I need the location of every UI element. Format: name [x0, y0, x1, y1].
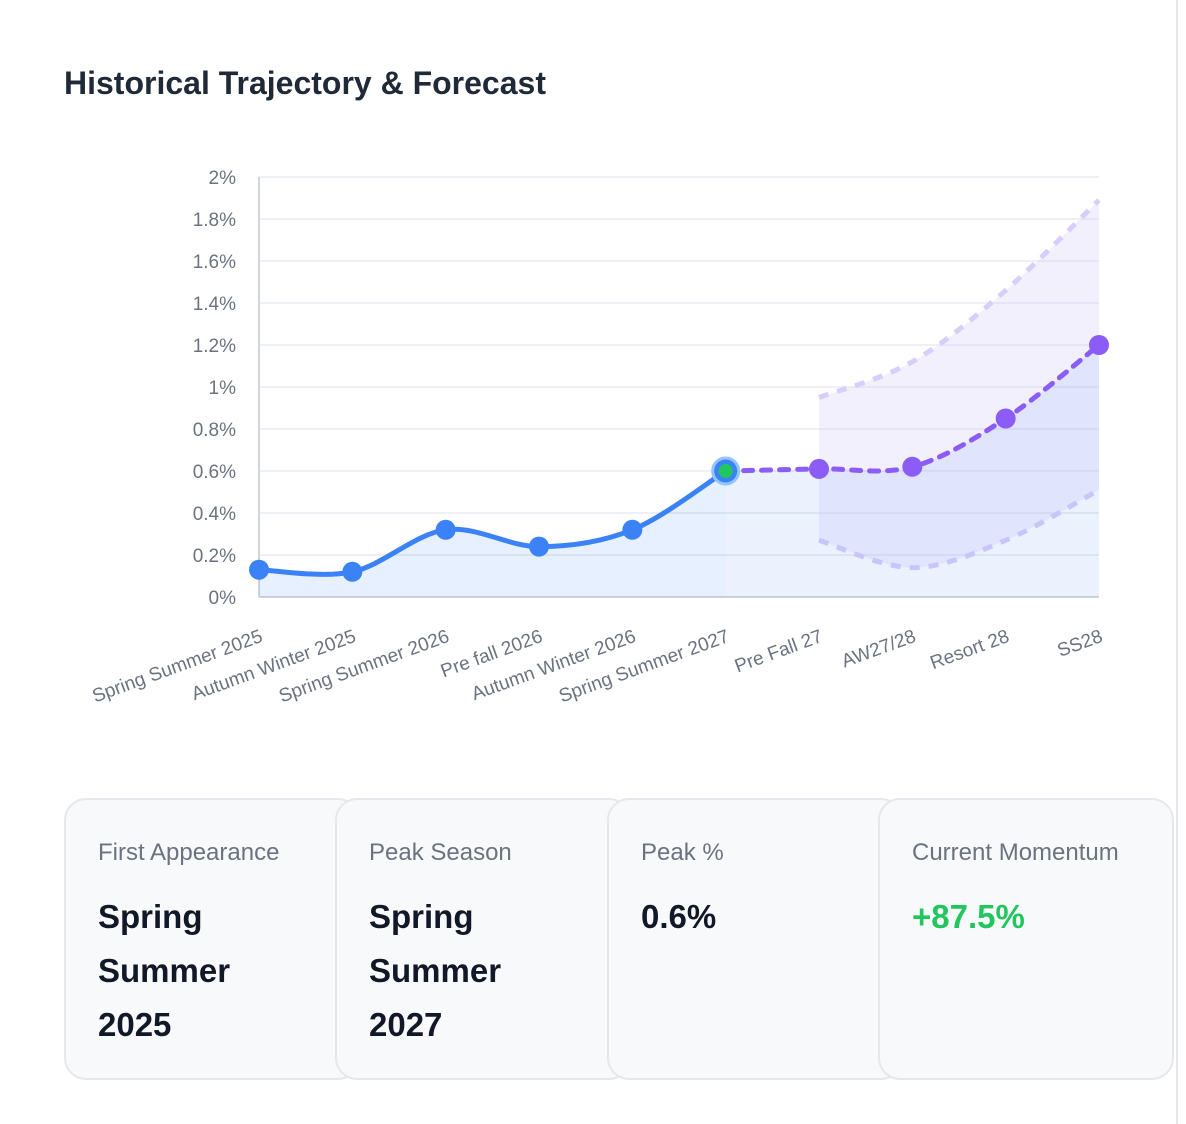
point — [622, 519, 643, 540]
point — [435, 519, 456, 540]
chart-title: Historical Trajectory & Forecast — [64, 65, 546, 101]
y-tick-label: 1% — [209, 378, 237, 399]
card-label: Peak Season — [369, 839, 512, 866]
x-tick-label: AW27/28 — [839, 626, 919, 672]
x-tick-label: Resort 28 — [928, 626, 1013, 674]
area — [259, 471, 726, 597]
card-label: Current Momentum — [912, 839, 1119, 866]
y-tick-label: 1.2% — [193, 336, 236, 357]
point — [249, 559, 269, 580]
card-value: 0.6% — [641, 898, 717, 935]
current-marker — [718, 464, 733, 478]
stat-card: Peak Season Spring Summer 2027 — [335, 798, 631, 1080]
point — [995, 408, 1016, 429]
chart: Historical Trajectory & Forecast 0% 0.2% 0… — [64, 65, 1109, 707]
y-tick-label: 1.4% — [193, 294, 236, 315]
point — [1089, 335, 1109, 355]
y-tick-label: 2% — [209, 168, 237, 189]
y-tick-label: 0.2% — [193, 546, 236, 567]
card-label: Peak % — [641, 839, 724, 866]
point — [902, 456, 923, 477]
band-upper — [818, 198, 1101, 400]
x-tick-label: Pre Fall 27 — [732, 626, 826, 677]
y-tick-label: 0% — [209, 588, 237, 609]
scrollbar — [1176, 0, 1178, 1124]
stat-card: First Appearance Spring Summer 2025 — [64, 798, 360, 1080]
card-label: First Appearance — [98, 839, 280, 866]
y-tick-label: 0.6% — [193, 462, 236, 483]
x-tick-label: Spring Summer 2026 — [276, 626, 452, 707]
forecast-band — [819, 200, 1099, 568]
x-tick-label: Spring Summer 2027 — [556, 626, 732, 707]
point — [529, 536, 549, 557]
stat-card: Current Momentum +87.5% — [878, 798, 1174, 1080]
x-tick-label: Autumn Winter 2025 — [189, 626, 359, 705]
band-lower — [818, 487, 1101, 571]
x-tick-label: Autumn Winter 2026 — [469, 626, 639, 705]
card-value: Spring Summer 2025 — [98, 898, 231, 1043]
y-tick-label: 0.8% — [193, 420, 236, 441]
stat-card: Peak % 0.6% — [607, 798, 903, 1080]
y-tick-label: 1.6% — [193, 252, 236, 273]
y-tick-label: 0.4% — [193, 504, 236, 525]
point — [342, 561, 363, 582]
y-tick-label: 1.8% — [193, 210, 236, 231]
card-value: Spring Summer 2027 — [369, 898, 502, 1043]
point — [809, 458, 829, 479]
card-value: +87.5% — [912, 898, 1025, 935]
x-tick-label: SS28 — [1055, 626, 1106, 662]
